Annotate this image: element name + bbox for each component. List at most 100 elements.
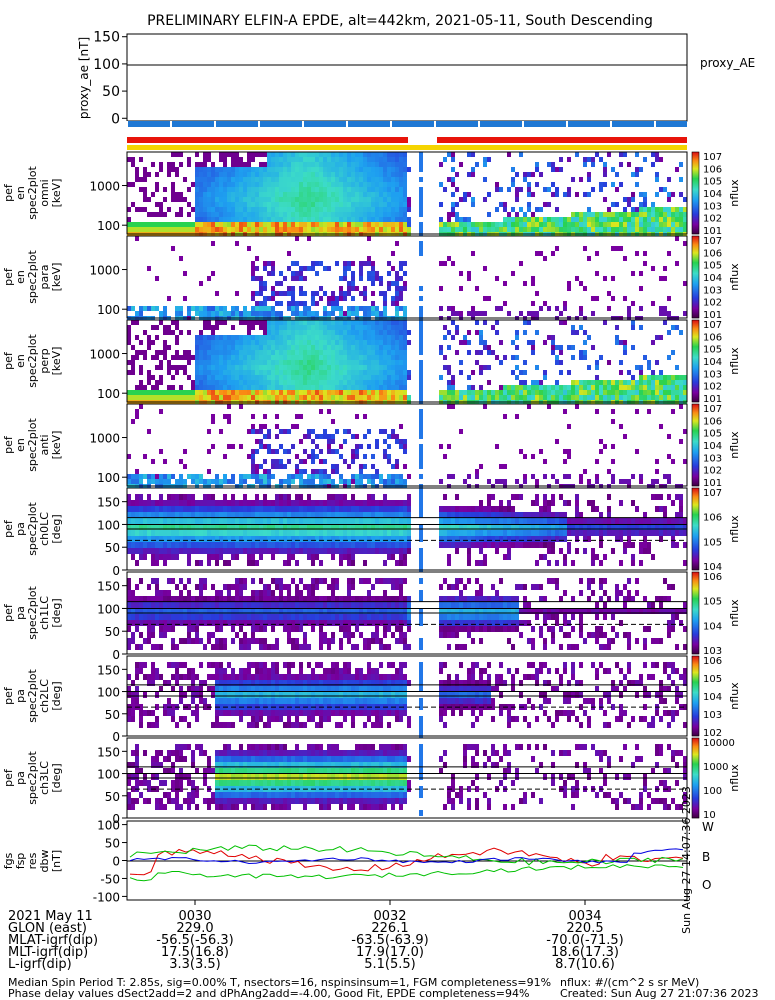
colorbar-tick: 105 (703, 429, 722, 440)
footer-line-2: Phase delay values dSect2add=2 and dPhAn… (8, 987, 530, 1000)
panel-ylabel: elapefpaspec2plotch0LC[deg] (0, 502, 63, 556)
colorbar-tick: 107 (703, 488, 722, 499)
x-row-value: 8.7(10.6) (555, 957, 615, 972)
ytick-label: 0 (112, 648, 120, 662)
panel-ylabel: elapefenspec2plotperp[keV] (0, 334, 63, 388)
colorbar-tick: 104 (703, 273, 722, 284)
x-row-value: 229.0 (176, 921, 214, 936)
colorbar-tick: 102 (703, 728, 722, 739)
colorbar-tick: 103 (703, 710, 722, 721)
x-row-value: 0030 (178, 909, 212, 924)
x-row-value: 17.5(16.8) (160, 945, 230, 960)
colorbar-label: nflux (728, 179, 741, 207)
spectrogram-panel-8: 150 100 50 0 elapefpaspec2plotch3LC[deg] 1000… (0, 737, 741, 826)
ytick-label: 50 (105, 708, 120, 722)
panel-ylabel: elapefenspec2plotpara[keV] (0, 250, 63, 304)
colorbar-tick: 106 (703, 332, 722, 343)
ytick-label: 100 (97, 518, 120, 532)
colorbar-tick: 104 (703, 621, 722, 632)
ae-ytick-label: 50 (102, 84, 120, 100)
colorbar-tick: 107 (703, 320, 722, 331)
ytick-label: 100 (97, 387, 120, 401)
proxy-ae-ylabel: proxy_ae [nT] (77, 37, 91, 119)
x-row-value: -63.5(-63.9) (351, 933, 429, 948)
ae-ytick-label: 100 (93, 57, 120, 73)
x-row-label: GLON (east) (8, 921, 87, 936)
ytick-label: 150 (97, 663, 120, 677)
fgs-ytick-label: -50 (100, 872, 120, 886)
colorbar-tick: 102 (703, 214, 722, 225)
ytick-label: 150 (97, 745, 120, 759)
fgs-ytick-label: 50 (105, 837, 120, 851)
plot-title: PRELIMINARY ELFIN-A EPDE, alt=442km, 202… (147, 13, 653, 29)
colorbar-tick: 103 (703, 646, 722, 657)
colorbar-tick: 104 (703, 692, 722, 703)
x-row-value: 17.9(17.0) (355, 945, 425, 960)
x-row-value: 220.5 (566, 921, 604, 936)
ytick-label: 1000 (89, 264, 120, 278)
ytick-label: 150 (97, 496, 120, 510)
colorbar-tick: 105 (703, 674, 722, 685)
x-row-label: MLT-igrf(dip) (8, 945, 89, 960)
x-row-value: 0032 (373, 909, 407, 924)
colorbar-tick: 103 (703, 285, 722, 296)
panel-ylabel: elapefpaspec2plotch2LC[deg] (0, 669, 63, 723)
spectrogram-panel-5: 150 100 50 0 elapefpaspec2plotch0LC[deg] 107 1… (0, 487, 741, 578)
colorbar-tick: 10 (703, 810, 716, 821)
ytick-label: 150 (97, 580, 120, 594)
colorbar-tick: 105 (703, 537, 722, 548)
series-line-b-2 (129, 864, 684, 882)
x-row-label: L-igrf(dip) (8, 957, 72, 972)
colorbar-label: nflux (728, 599, 741, 627)
proxy-ae-panel: 150 100 50 0 proxy_AE proxy_ae [nT] (77, 30, 755, 128)
series-line-b (129, 844, 684, 866)
colorbar-tick: 107 (703, 404, 722, 415)
colorbar-tick: 105 (703, 261, 722, 272)
colorbar-label: nflux (728, 431, 741, 459)
ytick-label: 1000 (89, 348, 120, 362)
ytick-label: 0 (112, 564, 120, 578)
colorbar-tick: 105 (703, 345, 722, 356)
colorbar-tick: 106 (703, 164, 722, 175)
colorbar-label: nflux (728, 764, 741, 792)
colorbar-tick: 107 (703, 236, 722, 247)
fgs-ytick-label: 0 (112, 855, 120, 869)
ae-ytick-label: 0 (111, 111, 120, 127)
ytick-label: 50 (105, 790, 120, 804)
proxy-ae-legend: proxy_AE (700, 56, 755, 70)
ae-ytick-label: 150 (93, 30, 120, 46)
colorbar-tick: 104 (703, 189, 722, 200)
spectrogram-panel-7: 150 100 50 0 elapefpaspec2plotch2LC[deg] 106 1… (0, 655, 741, 744)
colorbar-tick: 106 (703, 416, 722, 427)
panel-ylabel: elapefpaspec2plotch3LC[deg] (0, 751, 63, 805)
legend-b: B (702, 850, 710, 864)
panel-ylabel: elapefenspec2plotomni[keV] (0, 166, 63, 220)
x-row-value: 226.1 (371, 921, 409, 936)
ytick-label: 0 (112, 730, 120, 744)
colorbar-tick: 100 (703, 786, 722, 797)
panel-ylabel: elapefenspec2plotanti[keV] (0, 418, 63, 472)
spectrogram-panel-6: 150 100 50 0 elapefpaspec2plotch1LC[deg] 106 1… (0, 571, 741, 662)
colorbar-label: nflux (728, 682, 741, 710)
x-row-value: -70.0(-71.5) (546, 933, 624, 948)
colorbar-tick: 105 (703, 177, 722, 188)
x-row-label: MLAT-igrf(dip) (8, 933, 99, 948)
colorbar-tick: 106 (703, 513, 722, 524)
colorbar-tick: 104 (703, 562, 722, 573)
status-bar-yellow (127, 145, 687, 150)
side-timestamp: Sun Aug 27 14:07:36 2023 (680, 786, 693, 934)
fgs-ytick-label: 100 (97, 819, 120, 833)
colorbar-tick: 101 (703, 310, 722, 321)
ytick-label: 100 (97, 602, 120, 616)
colorbar-label: nflux (728, 263, 741, 291)
legend-w: W (702, 820, 714, 834)
ytick-label: 100 (97, 768, 120, 782)
colorbar-tick: 105 (703, 597, 722, 608)
colorbar-tick: 106 (703, 572, 722, 583)
